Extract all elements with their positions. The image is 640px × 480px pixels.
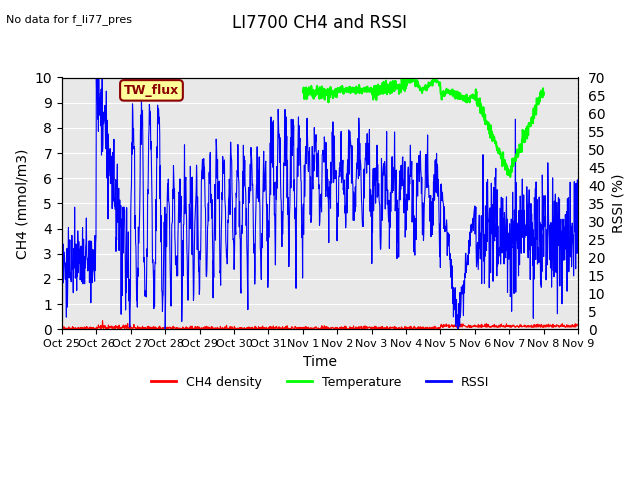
- Text: LI7700 CH4 and RSSI: LI7700 CH4 and RSSI: [232, 14, 408, 33]
- Y-axis label: CH4 (mmol/m3): CH4 (mmol/m3): [15, 148, 29, 259]
- Text: TW_flux: TW_flux: [124, 84, 179, 97]
- X-axis label: Time: Time: [303, 355, 337, 369]
- Text: No data for f_li77_pres: No data for f_li77_pres: [6, 14, 132, 25]
- Legend: CH4 density, Temperature, RSSI: CH4 density, Temperature, RSSI: [146, 371, 494, 394]
- Y-axis label: RSSI (%): RSSI (%): [611, 174, 625, 233]
